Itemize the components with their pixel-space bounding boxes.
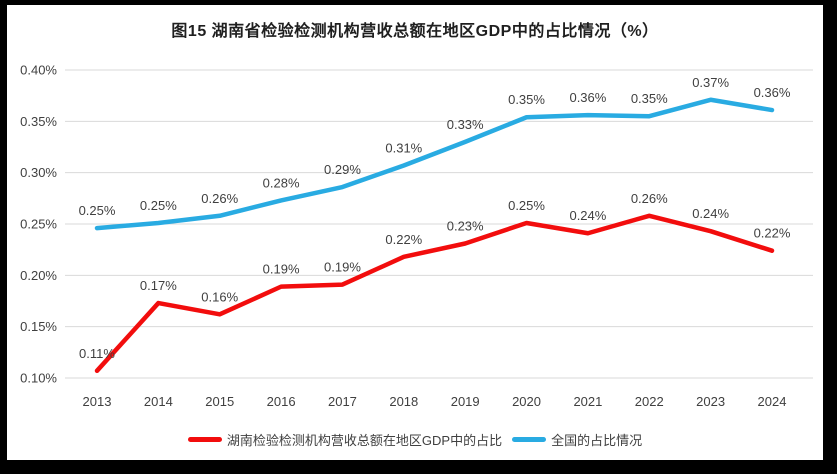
x-axis-tick-label: 2016 bbox=[267, 394, 296, 409]
data-label: 0.22% bbox=[754, 226, 791, 241]
legend-item-hunan: 湖南检验检测机构营收总额在地区GDP中的占比 bbox=[187, 430, 503, 449]
chart-frame: 图15 湖南省检验检测机构营收总额在地区GDP中的占比情况（%） 0.40% 0.… bbox=[7, 5, 823, 460]
data-label: 0.26% bbox=[631, 191, 668, 206]
legend-line-swatch-red bbox=[187, 436, 222, 442]
data-label: 0.22% bbox=[385, 232, 422, 247]
x-axis-tick-label: 2018 bbox=[389, 394, 418, 409]
data-label: 0.23% bbox=[447, 219, 484, 234]
data-label: 0.28% bbox=[263, 175, 300, 190]
legend-line-swatch-blue bbox=[512, 436, 547, 442]
y-axis-tick-label: 0.25% bbox=[20, 217, 57, 232]
data-label: 0.24% bbox=[569, 208, 606, 223]
data-label: 0.36% bbox=[754, 85, 791, 100]
plot-area: 0.40% 0.35% 0.30% 0.25% 0.20% 0.15% 0.10% 2013 2… bbox=[20, 63, 813, 409]
y-axis-tick-label: 0.20% bbox=[20, 268, 57, 283]
legend-item-national: 全国的占比情况 bbox=[512, 430, 642, 449]
data-label: 0.25% bbox=[79, 203, 116, 218]
legend-label-national: 全国的占比情况 bbox=[551, 432, 643, 448]
x-axis-tick-label: 2014 bbox=[144, 394, 173, 409]
y-axis-tick-label: 0.15% bbox=[20, 319, 57, 334]
data-label: 0.25% bbox=[140, 198, 177, 213]
x-axis-tick-label: 2013 bbox=[83, 394, 112, 409]
data-label: 0.29% bbox=[324, 162, 361, 177]
series-line-0 bbox=[94, 213, 775, 374]
chart-legend: 湖南检验检测机构营收总额在地区GDP中的占比 全国的占比情况 bbox=[7, 429, 823, 449]
x-axis-tick-label: 2019 bbox=[451, 394, 480, 409]
data-label: 0.35% bbox=[631, 91, 668, 106]
data-label: 0.33% bbox=[447, 117, 484, 132]
chart-title: 图15 湖南省检验检测机构营收总额在地区GDP中的占比情况（%） bbox=[171, 23, 659, 40]
y-axis-tick-label: 0.10% bbox=[20, 371, 57, 386]
series-line-1 bbox=[94, 97, 775, 231]
data-label: 0.17% bbox=[140, 278, 177, 293]
x-axis-tick-label: 2015 bbox=[205, 394, 234, 409]
x-axis-tick-label: 2020 bbox=[512, 394, 541, 409]
legend-label-hunan: 湖南检验检测机构营收总额在地区GDP中的占比 bbox=[226, 432, 503, 448]
data-label: 0.16% bbox=[201, 289, 238, 304]
x-axis-tick-label: 2022 bbox=[635, 394, 664, 409]
y-axis-tick-label: 0.30% bbox=[20, 165, 57, 180]
x-axis-tick-label: 2017 bbox=[328, 394, 357, 409]
x-axis-tick-label: 2023 bbox=[696, 394, 725, 409]
data-label: 0.24% bbox=[692, 206, 729, 221]
data-label: 0.11% bbox=[79, 346, 115, 361]
data-label: 0.35% bbox=[508, 92, 545, 107]
data-label: 0.19% bbox=[324, 260, 361, 275]
x-axis-tick-label: 2024 bbox=[758, 394, 787, 409]
data-label: 0.19% bbox=[263, 262, 300, 277]
data-label: 0.25% bbox=[508, 198, 545, 213]
data-label: 0.31% bbox=[385, 140, 422, 155]
data-label: 0.37% bbox=[692, 75, 729, 90]
x-axis-tick-label: 2021 bbox=[573, 394, 602, 409]
data-label: 0.36% bbox=[569, 90, 606, 105]
data-label: 0.26% bbox=[201, 191, 238, 206]
y-axis-tick-label: 0.35% bbox=[20, 114, 57, 129]
y-axis-tick-label: 0.40% bbox=[20, 63, 57, 78]
